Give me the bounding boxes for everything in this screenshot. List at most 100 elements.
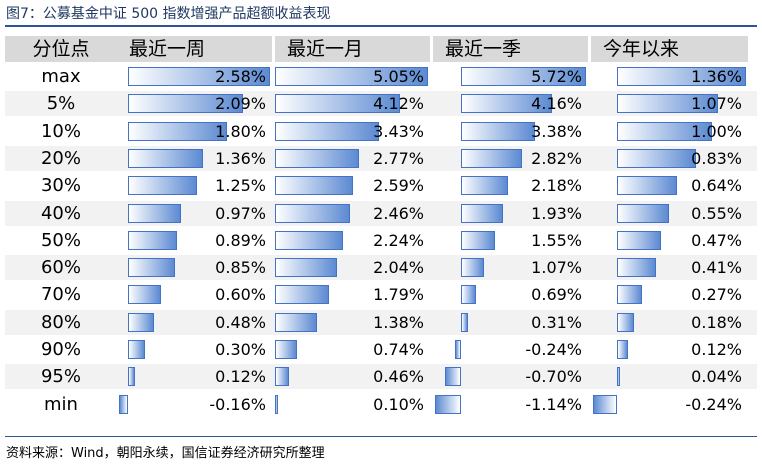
data-bar — [275, 203, 350, 223]
header-cell-0: 分位点 — [5, 36, 117, 62]
cell-value: 0.12% — [215, 367, 266, 387]
cell-value: 0.83% — [691, 148, 742, 168]
cell-value: 1.55% — [531, 230, 582, 250]
cell-value: 0.41% — [691, 258, 742, 278]
cell-value: 0.46% — [373, 367, 424, 387]
cell-value: 0.74% — [373, 340, 424, 359]
cell-value: 3.38% — [531, 121, 582, 141]
data-bar — [275, 367, 289, 387]
cell-value: 0.69% — [531, 285, 582, 305]
data-bar — [616, 367, 621, 387]
cell-value: 1.80% — [215, 121, 266, 141]
cell-value: 0.04% — [691, 367, 742, 387]
cell-value: 1.25% — [215, 176, 266, 196]
cell-value: 0.60% — [215, 285, 266, 305]
data-bar — [616, 94, 719, 114]
data-bar — [275, 258, 337, 278]
cell-value: -0.16% — [209, 394, 266, 414]
data-bar — [593, 394, 617, 414]
row-label: 90% — [40, 339, 81, 360]
cell-value: -0.24% — [525, 340, 582, 359]
cell-value: 0.30% — [215, 340, 266, 359]
data-bar — [275, 340, 298, 359]
header-cell-1: 最近一周 — [117, 36, 272, 62]
data-bar — [128, 94, 244, 114]
cell-value: 2.59% — [373, 176, 424, 196]
data-bar — [128, 367, 135, 387]
source-note: 资料来源：Wind，朝阳永续，国信证券经济研究所整理 — [6, 446, 325, 461]
row-label: 30% — [40, 175, 81, 197]
cell-value: 1.38% — [373, 312, 424, 332]
row-label: 50% — [40, 229, 81, 251]
row-label: max — [41, 66, 81, 87]
cell-value: 2.24% — [373, 230, 424, 250]
cell-value: 0.64% — [691, 176, 742, 196]
cell-value: 0.27% — [691, 285, 742, 305]
cell-value: 4.12% — [373, 94, 424, 114]
cell-value: 1.36% — [691, 67, 742, 86]
data-bar — [616, 340, 628, 359]
row-label: 20% — [40, 147, 81, 169]
cell-value: 3.43% — [373, 121, 424, 141]
chart-title: 图7：公募基金中证 500 指数增强产品超额收益表现 — [6, 6, 331, 22]
data-bar — [616, 176, 678, 196]
data-bar — [275, 94, 400, 114]
cell-value: 2.46% — [373, 203, 424, 223]
row-label: 5% — [46, 93, 76, 115]
data-bar — [275, 121, 379, 141]
cell-value: 1.93% — [531, 203, 582, 223]
data-bar — [616, 148, 696, 168]
data-bar — [128, 285, 162, 305]
data-bar — [435, 394, 461, 414]
data-bar — [616, 203, 669, 223]
data-bar — [128, 258, 175, 278]
cell-value: 0.97% — [215, 203, 266, 223]
data-bar — [616, 67, 746, 86]
cell-value: -0.70% — [525, 367, 582, 387]
data-bar — [460, 230, 495, 250]
data-bar — [128, 121, 228, 141]
data-bar — [119, 394, 129, 414]
data-bar — [460, 94, 552, 114]
cell-value: -1.14% — [525, 394, 582, 414]
cell-value: 5.05% — [373, 67, 424, 86]
cell-value: 1.00% — [691, 121, 742, 141]
data-bar — [460, 285, 476, 305]
data-bar — [275, 67, 428, 86]
header-cell-2: 最近一月 — [275, 36, 430, 62]
cell-value: 1.07% — [691, 94, 742, 114]
header-cell-4: 今年以来 — [591, 36, 748, 62]
data-bar — [275, 176, 354, 196]
data-bar — [616, 230, 662, 250]
row-label: 70% — [40, 284, 81, 306]
row-label: 60% — [40, 257, 81, 279]
cell-value: 2.18% — [531, 176, 582, 196]
cell-value: 0.10% — [373, 394, 424, 414]
cell-value: 2.04% — [373, 258, 424, 278]
data-bar — [275, 148, 359, 168]
cell-value: 0.18% — [691, 312, 742, 332]
header-cell-3: 最近一季 — [433, 36, 588, 62]
cell-value: 2.58% — [215, 67, 266, 86]
cell-value: 1.07% — [531, 258, 582, 278]
data-bar — [460, 148, 523, 168]
cell-value: 0.47% — [691, 230, 742, 250]
data-bar — [616, 258, 656, 278]
data-bar — [460, 176, 509, 196]
cell-value: -0.24% — [685, 394, 742, 414]
data-bar — [460, 203, 503, 223]
data-bar — [128, 340, 145, 359]
data-bar — [128, 148, 203, 168]
data-bar — [616, 285, 643, 305]
cell-value: 4.16% — [531, 94, 582, 114]
cell-value: 1.79% — [373, 285, 424, 305]
cell-value: 5.72% — [531, 67, 582, 86]
data-bar — [444, 367, 461, 387]
data-bar — [460, 312, 468, 332]
cell-value: 0.85% — [215, 258, 266, 278]
data-bar — [275, 394, 279, 414]
cell-value: 2.09% — [215, 94, 266, 114]
data-bar — [460, 67, 586, 86]
cell-value: 0.55% — [691, 203, 742, 223]
